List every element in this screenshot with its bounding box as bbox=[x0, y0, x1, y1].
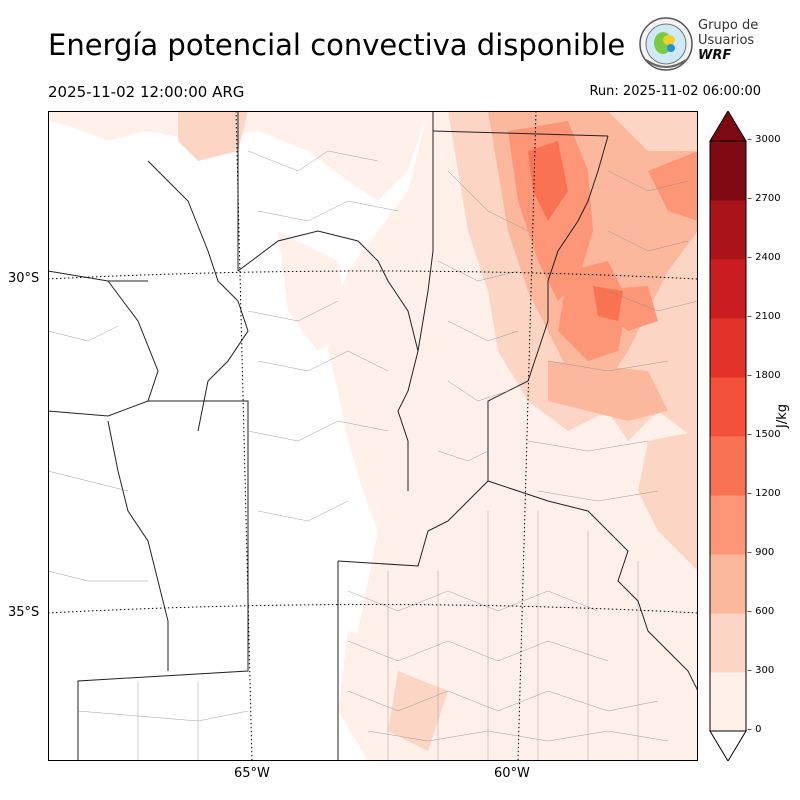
colorbar-tick-label: – 3000 bbox=[747, 134, 781, 145]
lat-label-35s: 35°S bbox=[8, 605, 40, 620]
colorbar-tick-label: – 300 bbox=[747, 665, 775, 676]
colorbar-extend-min bbox=[709, 730, 747, 761]
lat-label-30s: 30°S bbox=[8, 271, 40, 286]
colorbar-segment bbox=[710, 259, 746, 319]
colorbar-tick-label: – 2400 bbox=[747, 252, 781, 263]
colorbar-extend-max bbox=[709, 111, 747, 142]
colorbar-tick-label: – 1200 bbox=[747, 488, 781, 499]
colorbar-tick-label: – 1500 bbox=[747, 429, 781, 440]
colorbar-tick-label: – 2700 bbox=[747, 193, 781, 204]
cape-map bbox=[48, 111, 698, 761]
valid-time: 2025-11-02 12:00:00 ARG bbox=[48, 83, 245, 101]
cape-band-0-300-west bbox=[48, 111, 428, 201]
page-title: Energía potencial convectiva disponible bbox=[48, 28, 626, 62]
colorbar-tick-label: – 2100 bbox=[747, 311, 781, 322]
colorbar-segment bbox=[710, 672, 746, 732]
parallel-30s bbox=[48, 270, 698, 280]
colorbar-segment bbox=[710, 554, 746, 614]
colorbar-segment bbox=[710, 613, 746, 673]
logo-line-1: Grupo de bbox=[698, 18, 759, 33]
meridian-60w bbox=[517, 111, 537, 761]
colorbar-tick-label: – 0 bbox=[747, 724, 762, 735]
colorbar-segment bbox=[710, 141, 746, 201]
parallel-35s bbox=[48, 604, 698, 614]
lon-label-60w: 60°W bbox=[494, 766, 530, 781]
colorbar-segment bbox=[710, 495, 746, 555]
lon-label-65w: 65°W bbox=[234, 766, 270, 781]
colorbar-segment bbox=[710, 200, 746, 260]
colorbar-segment bbox=[710, 436, 746, 496]
colorbar-segment bbox=[710, 318, 746, 378]
colorbar-label: J/kg bbox=[775, 404, 790, 428]
colorbar-tick-label: – 600 bbox=[747, 606, 775, 617]
logo-line-3: WRF bbox=[698, 48, 732, 63]
colorbar bbox=[709, 111, 747, 761]
colorbar-segment bbox=[710, 377, 746, 437]
wrf-seal-icon bbox=[639, 17, 693, 71]
logo-line-2: Usuarios bbox=[698, 33, 755, 48]
colorbar-tick-label: – 900 bbox=[747, 547, 775, 558]
meridian-65w bbox=[235, 111, 253, 761]
colorbar-tick-label: – 1800 bbox=[747, 370, 781, 381]
grupo-usuarios-wrf-logo: Grupo de Usuarios WRF bbox=[638, 16, 768, 74]
run-time: Run: 2025-11-02 06:00:00 bbox=[589, 84, 761, 99]
